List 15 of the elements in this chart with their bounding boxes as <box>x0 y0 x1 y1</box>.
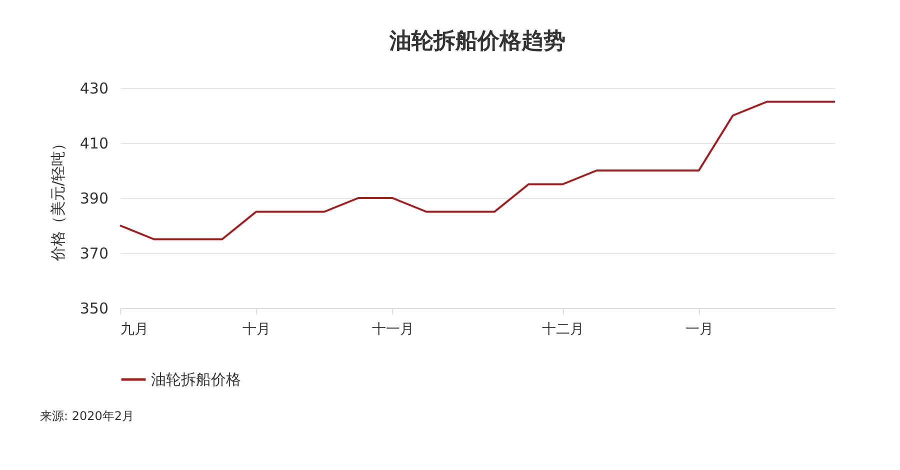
line-series <box>119 100 836 240</box>
x-tick-label: 十二月 <box>542 322 584 338</box>
legend-label: 油轮拆船价格 <box>151 370 241 388</box>
y-tick-label: 410 <box>80 134 108 152</box>
chart-title: 油轮拆船价格趋势 <box>388 29 566 54</box>
y-tick-label: 370 <box>80 244 108 262</box>
x-tick-label: 十一月 <box>372 322 414 338</box>
source-note: 来源: 2020年2月 <box>40 409 134 423</box>
x-tick-label: 一月 <box>685 322 714 338</box>
y-tick-label: 430 <box>80 80 108 98</box>
y-tick-label: 390 <box>80 190 108 208</box>
x-tick-label: 十月 <box>242 322 271 338</box>
y-axis-title: 价格（美元/轻吨） <box>48 136 67 262</box>
x-tick-label: 九月 <box>120 322 148 338</box>
y-tick-label: 350 <box>80 300 108 318</box>
